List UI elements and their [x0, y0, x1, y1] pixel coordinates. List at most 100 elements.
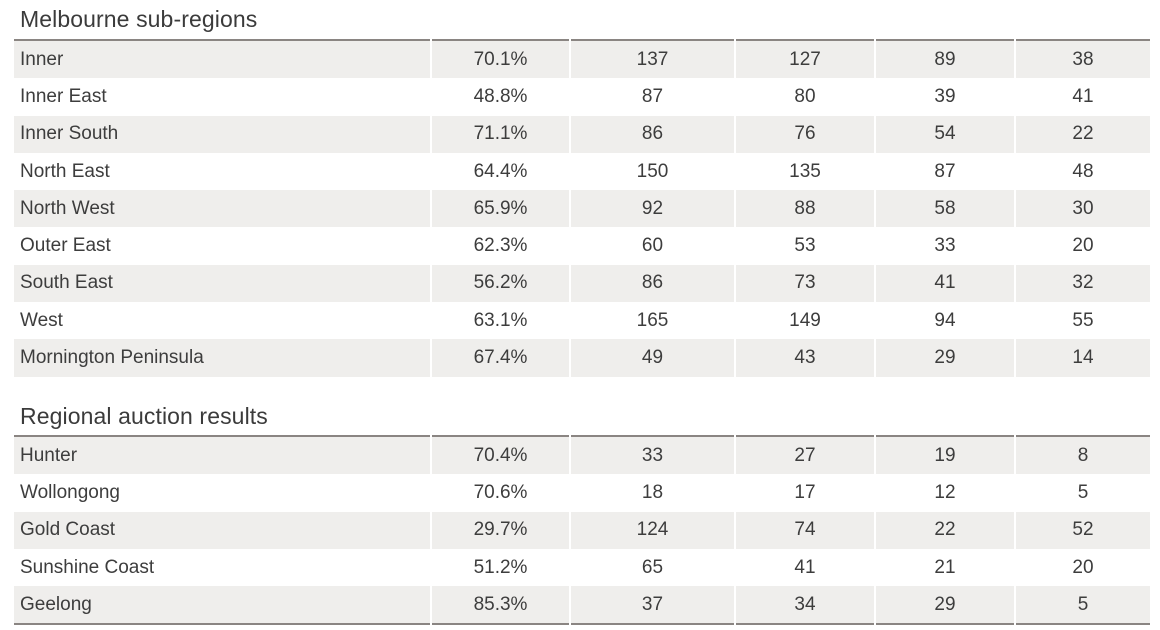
value-col-2-cell: 53: [734, 227, 875, 265]
melbourne-section-title: Melbourne sub-regions: [20, 6, 258, 32]
clearance-rate-cell: 48.8%: [430, 78, 570, 116]
value-col-1-cell: 86: [569, 115, 735, 153]
clearance-rate-cell: 64.4%: [430, 152, 570, 191]
region-name-cell: South East: [14, 264, 431, 303]
region-name-cell: West: [14, 302, 431, 340]
region-name-cell: Gold Coast: [14, 511, 431, 549]
value-col-2-cell: 27: [734, 436, 875, 475]
value-col-1-cell: 18: [569, 474, 735, 512]
region-name-cell: Outer East: [14, 227, 431, 265]
value-col-3-cell: 29: [874, 586, 1015, 625]
value-col-1-cell: 33: [569, 436, 735, 475]
clearance-rate-cell: 63.1%: [430, 302, 570, 340]
value-col-4-cell: 32: [1014, 264, 1150, 303]
value-col-4-cell: 52: [1014, 511, 1150, 549]
table-row: Sunshine Coast 51.2% 65 41 21 20: [14, 548, 1150, 587]
value-col-4-cell: 41: [1014, 78, 1150, 116]
clearance-rate-cell: 71.1%: [430, 115, 570, 153]
table-row: Hunter 70.4% 33 27 19 8: [14, 436, 1150, 475]
value-col-4-cell: 20: [1014, 548, 1150, 587]
value-col-4-cell: 20: [1014, 227, 1150, 265]
value-col-1-cell: 150: [569, 152, 735, 191]
clearance-rate-cell: 29.7%: [430, 511, 570, 549]
region-name-cell: Mornington Peninsula: [14, 339, 431, 377]
value-col-1-cell: 137: [569, 40, 735, 79]
clearance-rate-cell: 67.4%: [430, 339, 570, 377]
melbourne-results-table: Inner 70.1% 137 127 89 38 Inner East 48.8% 87 80 3…: [14, 39, 1150, 377]
value-col-3-cell: 12: [874, 474, 1015, 512]
value-col-1-cell: 124: [569, 511, 735, 549]
clearance-rate-cell: 70.1%: [430, 40, 570, 79]
value-col-4-cell: 48: [1014, 152, 1150, 191]
table-row: West 63.1% 165 149 94 55: [14, 302, 1150, 340]
regional-results-table: Hunter 70.4% 33 27 19 8 Wollongong 70.6% 18 17 12 5…: [14, 435, 1150, 626]
melbourne-table-body: Inner 70.1% 137 127 89 38 Inner East 48.8% 87 80 3…: [14, 40, 1150, 377]
table-row: Wollongong 70.6% 18 17 12 5: [14, 474, 1150, 512]
value-col-2-cell: 135: [734, 152, 875, 191]
table-row: North West 65.9% 92 88 58 30: [14, 190, 1150, 228]
value-col-1-cell: 60: [569, 227, 735, 265]
value-col-2-cell: 149: [734, 302, 875, 340]
value-col-2-cell: 74: [734, 511, 875, 549]
value-col-3-cell: 87: [874, 152, 1015, 191]
table-row: Inner South 71.1% 86 76 54 22: [14, 115, 1150, 153]
region-name-cell: Inner: [14, 40, 431, 79]
value-col-3-cell: 58: [874, 190, 1015, 228]
table-row: Mornington Peninsula 67.4% 49 43 29 14: [14, 339, 1150, 377]
value-col-1-cell: 87: [569, 78, 735, 116]
region-name-cell: Inner South: [14, 115, 431, 153]
value-col-4-cell: 5: [1014, 474, 1150, 512]
value-col-2-cell: 76: [734, 115, 875, 153]
value-col-2-cell: 73: [734, 264, 875, 303]
region-name-cell: Geelong: [14, 586, 431, 625]
value-col-3-cell: 33: [874, 227, 1015, 265]
clearance-rate-cell: 62.3%: [430, 227, 570, 265]
table-row: Inner 70.1% 137 127 89 38: [14, 40, 1150, 79]
table-row: Outer East 62.3% 60 53 33 20: [14, 227, 1150, 265]
value-col-4-cell: 38: [1014, 40, 1150, 79]
value-col-4-cell: 8: [1014, 436, 1150, 475]
value-col-3-cell: 41: [874, 264, 1015, 303]
value-col-3-cell: 29: [874, 339, 1015, 377]
region-name-cell: Wollongong: [14, 474, 431, 512]
regional-table-body: Hunter 70.4% 33 27 19 8 Wollongong 70.6% 18 17 12 5…: [14, 436, 1150, 625]
value-col-2-cell: 41: [734, 548, 875, 587]
value-col-2-cell: 34: [734, 586, 875, 625]
value-col-3-cell: 21: [874, 548, 1015, 587]
value-col-3-cell: 89: [874, 40, 1015, 79]
value-col-4-cell: 30: [1014, 190, 1150, 228]
value-col-1-cell: 37: [569, 586, 735, 625]
region-name-cell: Inner East: [14, 78, 431, 116]
clearance-rate-cell: 85.3%: [430, 586, 570, 625]
value-col-2-cell: 17: [734, 474, 875, 512]
clearance-rate-cell: 70.4%: [430, 436, 570, 475]
region-name-cell: Sunshine Coast: [14, 548, 431, 587]
table-row: Geelong 85.3% 37 34 29 5: [14, 586, 1150, 625]
value-col-3-cell: 39: [874, 78, 1015, 116]
table-row: North East 64.4% 150 135 87 48: [14, 152, 1150, 191]
value-col-3-cell: 22: [874, 511, 1015, 549]
value-col-2-cell: 127: [734, 40, 875, 79]
region-name-cell: North East: [14, 152, 431, 191]
clearance-rate-cell: 70.6%: [430, 474, 570, 512]
table-row: South East 56.2% 86 73 41 32: [14, 264, 1150, 303]
value-col-3-cell: 94: [874, 302, 1015, 340]
region-name-cell: Hunter: [14, 436, 431, 475]
value-col-4-cell: 5: [1014, 586, 1150, 625]
value-col-4-cell: 22: [1014, 115, 1150, 153]
value-col-1-cell: 65: [569, 548, 735, 587]
region-name-cell: North West: [14, 190, 431, 228]
value-col-3-cell: 54: [874, 115, 1015, 153]
clearance-rate-cell: 65.9%: [430, 190, 570, 228]
value-col-2-cell: 80: [734, 78, 875, 116]
value-col-1-cell: 92: [569, 190, 735, 228]
value-col-2-cell: 43: [734, 339, 875, 377]
clearance-rate-cell: 56.2%: [430, 264, 570, 303]
regional-section-title: Regional auction results: [20, 403, 268, 429]
value-col-1-cell: 165: [569, 302, 735, 340]
value-col-1-cell: 49: [569, 339, 735, 377]
value-col-4-cell: 14: [1014, 339, 1150, 377]
value-col-3-cell: 19: [874, 436, 1015, 475]
table-row: Gold Coast 29.7% 124 74 22 52: [14, 511, 1150, 549]
value-col-4-cell: 55: [1014, 302, 1150, 340]
